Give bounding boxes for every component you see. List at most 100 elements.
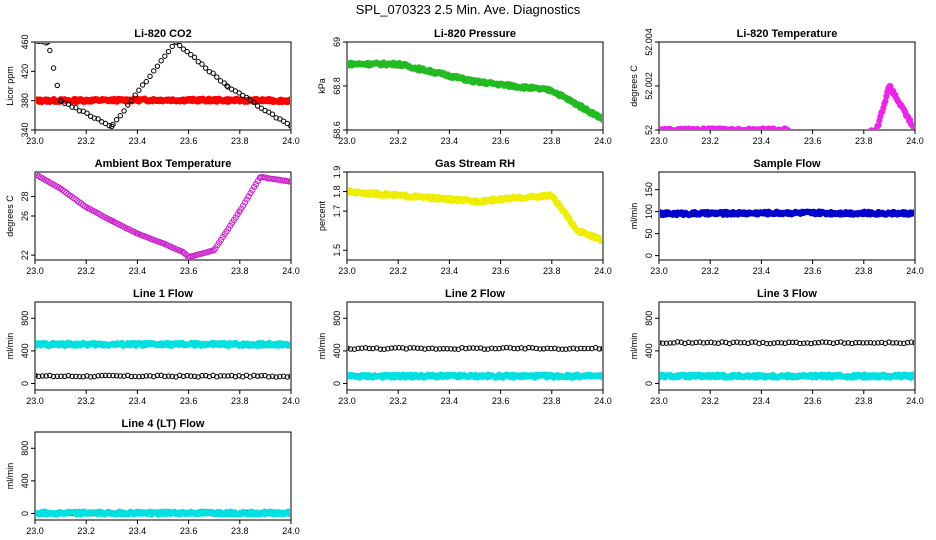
y-tick-label: 1.5: [332, 244, 342, 257]
data-point-line2-black: [552, 345, 558, 352]
data-point-line2-black: [533, 345, 539, 352]
data-point-line2-black: [444, 346, 450, 352]
data-point-line2-black: [529, 345, 536, 351]
data-point-co2-points: [132, 92, 138, 98]
data-point-box-temp-values: [237, 208, 243, 214]
data-point-line3-black: [849, 340, 855, 347]
data-point-licor-temp-values: [837, 139, 842, 144]
data-point-line2-black: [362, 345, 369, 351]
data-point-line1-black: [102, 372, 109, 379]
data-point-licor-temp-values: [699, 127, 704, 129]
data-point-co2-points: [154, 63, 161, 69]
chart-title: Line 4 (LT) Flow: [122, 418, 205, 430]
data-point-line2-black: [488, 345, 495, 351]
data-point-licor-temp-values: [671, 128, 677, 129]
data-point-line2-black: [574, 346, 580, 352]
data-point-co2-points: [117, 113, 124, 119]
data-point-line3-black: [804, 340, 811, 346]
series-group: [348, 187, 602, 245]
data-point-line1-black: [69, 373, 75, 380]
data-point-co2-points: [69, 104, 75, 110]
y-axis-label: ml/min: [317, 333, 327, 360]
chart-title: Li-820 Pressure: [434, 28, 516, 40]
data-point-co2-points: [143, 78, 150, 85]
data-point-line2-black: [466, 345, 473, 351]
data-point-sample-flow-values: [660, 211, 662, 217]
y-tick-label: 420: [20, 64, 30, 79]
data-point-co2-points: [214, 74, 220, 80]
data-point-licor-temp-values: [868, 127, 875, 129]
data-point-line3-black: [878, 339, 885, 346]
chart-pressure: Li-820 Pressure 23.0 23.2 23.4 23.6 23.8 24.0 6…: [317, 28, 612, 146]
x-tick-label: 23.0: [26, 396, 44, 406]
data-point-line1-black: [176, 372, 183, 379]
data-point-licor-temp-values: [829, 142, 834, 147]
data-point-line3-black: [693, 339, 699, 346]
data-point-co2-points: [95, 116, 101, 122]
data-point-licor-temp-values: [796, 136, 801, 141]
data-point-line3-black: [711, 340, 718, 346]
data-point-licor-temp-values: [848, 136, 853, 141]
data-point-rh-values: [348, 189, 350, 195]
x-tick-label: 24.0: [282, 396, 300, 406]
data-point-licor-temp-values: [819, 147, 824, 152]
data-point-line1-cyan: [36, 341, 38, 347]
x-tick-label: 23.8: [231, 526, 249, 536]
data-point-line3-cyan: [912, 373, 914, 379]
data-point-line1-black: [36, 373, 42, 380]
data-point-line3-black: [830, 340, 837, 347]
data-point-line1-black: [180, 373, 187, 380]
data-point-licor-temp-values: [714, 127, 719, 129]
data-point-line2-black: [589, 345, 595, 352]
data-point-box-temp-values: [83, 204, 89, 210]
data-point-licor-temp-values: [684, 127, 690, 129]
data-point-line1-black: [139, 373, 146, 380]
data-point-co2-points: [180, 46, 187, 52]
data-point-co2-points: [162, 53, 168, 59]
data-point-line2-black: [351, 346, 358, 352]
data-point-line3-black: [834, 339, 840, 346]
x-tick-label: 23.0: [650, 136, 668, 146]
data-point-licor-temp-values: [755, 127, 761, 129]
data-point-co2-points: [40, 43, 45, 45]
y-tick-label: 340: [20, 122, 30, 137]
data-point-co2-points: [151, 68, 157, 74]
data-point-line3-black: [826, 339, 833, 346]
data-point-line1-black: [54, 373, 60, 380]
data-point-co2-values: [36, 98, 38, 104]
data-point-line1-black: [132, 373, 138, 380]
data-point-licor-temp-values: [817, 146, 822, 151]
x-tick-label: 23.2: [77, 136, 95, 146]
x-tick-label: 23.4: [129, 526, 147, 536]
chart-title: Gas Stream RH: [435, 158, 515, 170]
data-point-licor-temp-values: [849, 135, 854, 140]
y-axis-label: percent: [317, 200, 327, 231]
data-point-line3-black: [660, 340, 666, 346]
data-point-line1-black: [162, 373, 168, 380]
data-point-pressure-values: [472, 78, 478, 85]
data-point-licor-temp-values: [830, 143, 835, 148]
data-point-licor-temp-values: [821, 144, 826, 149]
chart-title: Li-820 Temperature: [737, 28, 838, 40]
data-point-line3-black: [674, 339, 681, 345]
chart-line4: Line 4 (LT) Flow 23.0 23.2 23.4 23.6 23.8 24.0…: [5, 418, 300, 536]
data-point-pressure-values: [549, 87, 555, 94]
data-point-line2-black: [496, 345, 502, 352]
data-point-co2-points: [65, 101, 72, 107]
data-point-line1-black: [154, 372, 161, 379]
data-point-line2-black: [492, 345, 499, 352]
series-group: [36, 43, 290, 129]
data-point-line3-black: [897, 340, 903, 346]
y-tick-label: 52.004: [644, 28, 654, 56]
data-point-licor-temp-values: [694, 127, 699, 129]
data-point-rh-values: [574, 227, 581, 234]
data-point-line3-black: [730, 339, 736, 346]
data-point-line3-black: [886, 339, 892, 345]
chart-line1: Line 1 Flow 23.0 23.2 23.4 23.6 23.8 24.0 0 400 8…: [5, 288, 300, 406]
data-point-line2-black: [514, 345, 521, 352]
data-point-licor-temp-values: [815, 148, 820, 153]
x-tick-label: 24.0: [906, 396, 924, 406]
data-point-co2-points: [188, 51, 194, 58]
y-tick-label: 800: [644, 311, 654, 326]
data-point-co2-points: [202, 65, 209, 71]
